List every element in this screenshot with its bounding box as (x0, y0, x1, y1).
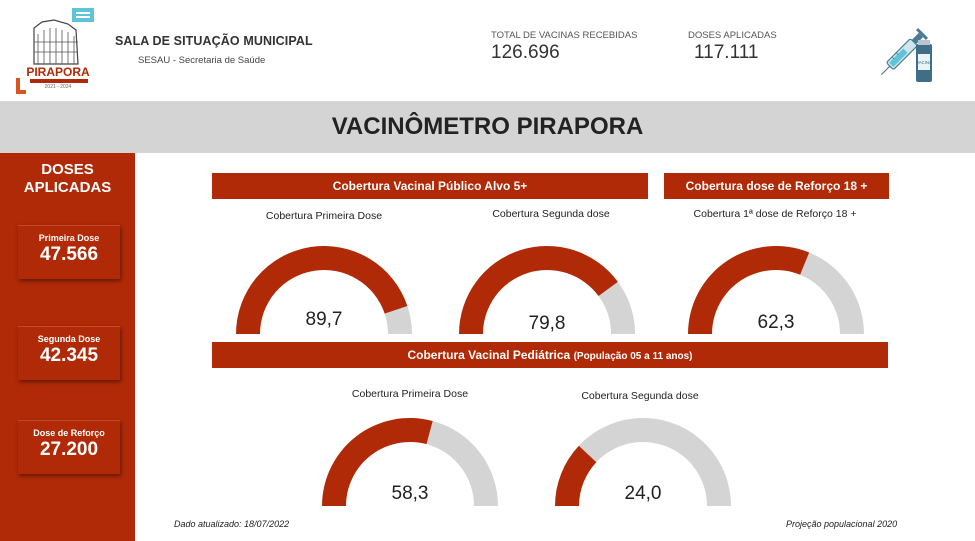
kpi-doses-applied-label: DOSES APLICADAS (688, 30, 777, 41)
gauge-fill (688, 246, 810, 334)
gauge-track (426, 420, 498, 506)
gauge-track (384, 306, 412, 334)
gauge-label-1: Cobertura Primeira Dose (265, 210, 383, 222)
gauge-second-dose-5plus (459, 246, 635, 334)
card-label: Primeira Dose (38, 233, 100, 243)
section-header-booster-18plus: Cobertura dose de Reforço 18 + (664, 173, 889, 199)
card-first-dose: Primeira Dose 47.566 (18, 225, 120, 279)
section-header-pediatric: Cobertura Vacinal Pediátrica (População … (212, 342, 888, 368)
card-label: Segunda Dose (37, 334, 101, 344)
gauge-label-3: Cobertura 1ª dose de Reforço 18 + (693, 208, 857, 220)
gauge-booster-18plus (688, 246, 864, 334)
gauge-pediatric-first-dose (322, 418, 498, 506)
gauge-pediatric-second-dose (555, 418, 731, 506)
gauge-track (800, 252, 864, 334)
gauge-label-2: Cobertura Segunda dose (492, 208, 610, 220)
card-value: 27.200 (39, 439, 99, 460)
syringe-vaccine-icon: VACINA (880, 27, 932, 82)
gauge-value-5: 24,0 (624, 483, 662, 504)
kpi-doses-applied-value: 117.111 (694, 42, 759, 63)
card-label: Dose de Reforço (33, 428, 105, 438)
org-subtitle: SESAU - Secretaria de Saúde (138, 55, 266, 66)
svg-text:PIRAPORA: PIRAPORA (26, 65, 90, 79)
gauge-track (578, 418, 731, 506)
section-header-target-5plus: Cobertura Vacinal Público Alvo 5+ (212, 173, 648, 199)
gauge-value-2: 79,8 (528, 313, 566, 334)
section-subtitle: (População 05 a 11 anos) (573, 351, 693, 362)
card-booster-dose: Dose de Reforço 27.200 (18, 420, 120, 474)
gauge-fill (236, 245, 408, 334)
doses-sidebar: DOSES APLICADAS Primeira Dose 47.566 Seg… (0, 153, 135, 541)
org-title: SALA DE SITUAÇÃO MUNICIPAL (115, 34, 313, 48)
gauge-label-5: Cobertura Segunda dose (581, 390, 699, 402)
gauge-value-1: 89,7 (305, 309, 343, 330)
gauge-fill (555, 445, 597, 506)
gauge-track (598, 281, 635, 334)
svg-text:VACINA: VACINA (916, 60, 931, 65)
gauge-value-4: 58,3 (391, 483, 429, 504)
card-second-dose: Segunda Dose 42.345 (18, 326, 120, 380)
gauge-fill (322, 418, 433, 506)
population-projection-note: Projeção populacional 2020 (786, 519, 898, 529)
gauge-value-3: 62,3 (757, 312, 795, 333)
card-value: 47.566 (39, 244, 99, 265)
sidebar-title: DOSES APLICADAS (23, 161, 112, 196)
gauge-first-dose-5plus (236, 245, 412, 334)
svg-text:2021 - 2024: 2021 - 2024 (45, 84, 72, 90)
updated-date: Dado atualizado: 18/07/2022 (174, 519, 290, 529)
gauge-fill (459, 246, 618, 334)
page-title: VACINÔMETRO PIRAPORA (331, 113, 644, 140)
header: PIRAPORA 2021 - 2024 SALA DE SITUAÇÃO MU… (0, 0, 975, 101)
section-title: Cobertura Vacinal Pediátrica (407, 348, 571, 362)
pirapora-logo: PIRAPORA 2021 - 2024 (16, 8, 94, 94)
title-band: VACINÔMETRO PIRAPORA (0, 101, 975, 153)
kpi-total-received-value: 126.696 (491, 42, 560, 63)
gauge-label-4: Cobertura Primeira Dose (351, 388, 469, 400)
card-value: 42.345 (39, 345, 99, 366)
kpi-total-received-label: TOTAL DE VACINAS RECEBIDAS (491, 30, 638, 41)
